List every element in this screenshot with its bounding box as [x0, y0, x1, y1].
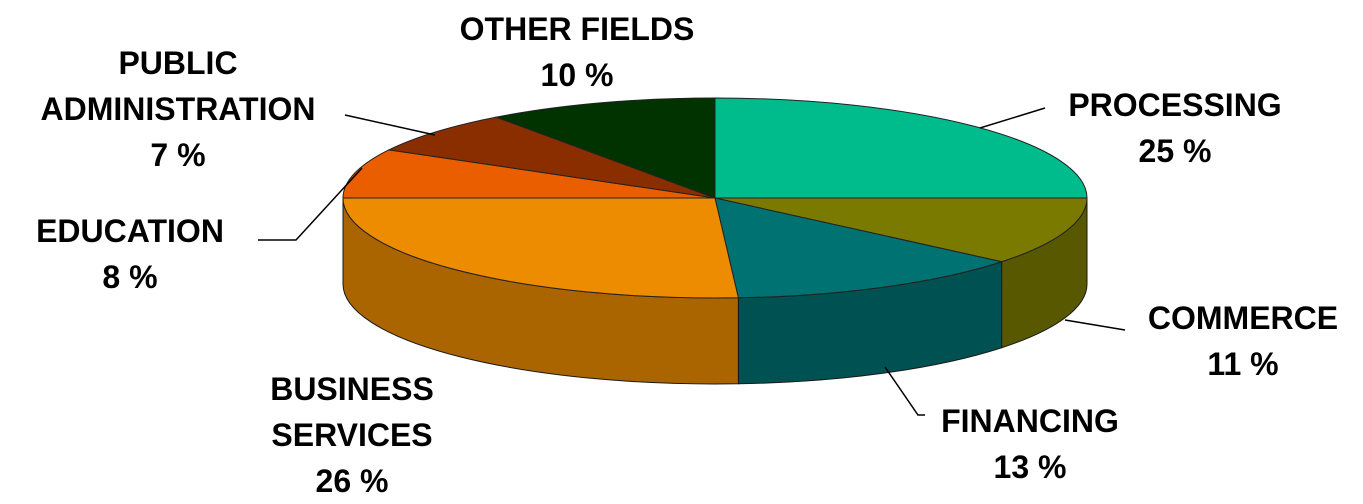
value-label: 13 % [993, 449, 1067, 485]
slice-label: EDUCATION 8 % [0, 208, 260, 300]
slice-label: PROCESSING 25 % [1025, 82, 1325, 174]
category-name: PUBLIC ADMINISTRATION [40, 45, 316, 127]
slice [342, 197, 739, 299]
slice [714, 197, 1004, 299]
value-label: 7 % [150, 137, 206, 173]
slice [342, 149, 716, 199]
category-name: OTHER FIELDS [459, 11, 695, 47]
slice [714, 197, 1088, 263]
slice-label: OTHER FIELDS 10 % [417, 6, 737, 98]
value-label: 26 % [315, 463, 389, 499]
category-name: COMMERCE [1147, 300, 1339, 336]
slice-label: BUSINESS SERVICES 26 % [232, 366, 472, 504]
leader-line [884, 366, 925, 416]
leader-line [344, 114, 436, 136]
slice-label: FINANCING 13 % [900, 398, 1160, 490]
value-label: 10 % [540, 57, 614, 93]
slice [494, 97, 716, 199]
value-label: 11 % [1207, 346, 1279, 382]
category-name: FINANCING [941, 403, 1119, 439]
category-name: EDUCATION [36, 213, 224, 249]
category-name: BUSINESS SERVICES [270, 371, 434, 453]
value-label: 25 % [1138, 133, 1212, 169]
leader-line [258, 167, 363, 241]
slice-label: PUBLIC ADMINISTRATION 7 % [0, 40, 358, 178]
category-name: PROCESSING [1068, 87, 1282, 123]
slice [387, 116, 716, 199]
leader-line [1064, 319, 1126, 331]
slice [714, 97, 1088, 199]
slice-label: COMMERCE 11 % [1113, 295, 1363, 387]
value-label: 8 % [102, 259, 158, 295]
leader-line [979, 107, 1046, 129]
